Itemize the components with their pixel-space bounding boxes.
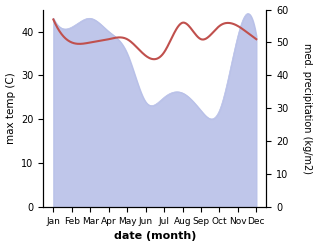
- X-axis label: date (month): date (month): [114, 231, 196, 242]
- Y-axis label: med. precipitation (kg/m2): med. precipitation (kg/m2): [302, 43, 313, 174]
- Y-axis label: max temp (C): max temp (C): [5, 72, 16, 144]
